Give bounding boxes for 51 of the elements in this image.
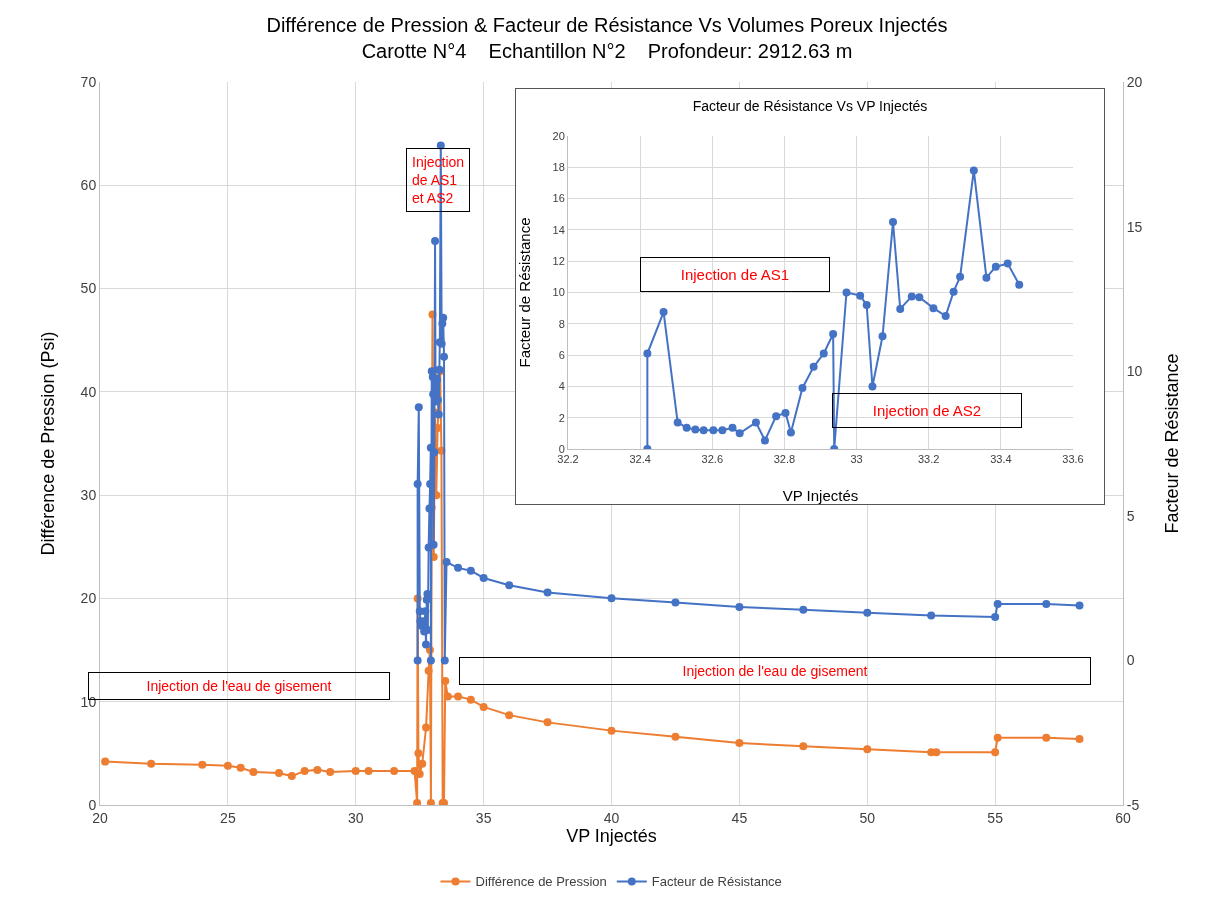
x-tick-label: 45 bbox=[731, 809, 748, 826]
y2-axis-title: Facteur de Résistance bbox=[1162, 353, 1182, 534]
legend-label: Facteur de Résistance bbox=[651, 874, 782, 890]
chart-title: Différence de Pression & Facteur de Résistance Vs Volumes Poreux Injectés bbox=[266, 13, 948, 36]
x-tick-label: 32.2 bbox=[557, 453, 579, 466]
y-tick-label: 6 bbox=[558, 348, 565, 361]
y-tick-label: 50 bbox=[80, 280, 97, 297]
x-tick-label: 30 bbox=[347, 809, 364, 826]
x-tick-label: 33.2 bbox=[918, 453, 940, 466]
y-tick-label: 30 bbox=[80, 487, 97, 504]
y2-tick-label: 5 bbox=[1126, 507, 1135, 524]
y2-tick-label: 15 bbox=[1126, 218, 1143, 235]
y-axis-title: Facteur de Résistance bbox=[516, 217, 533, 368]
y-tick-label: 60 bbox=[80, 177, 97, 194]
y-tick-label: 2 bbox=[558, 411, 565, 424]
x-tick-label: 33 bbox=[850, 453, 863, 466]
y-tick-label: 8 bbox=[558, 317, 565, 330]
y-tick-label: 20 bbox=[80, 590, 97, 607]
x-tick-label: 55 bbox=[987, 809, 1004, 826]
y-axis-title: Différence de Pression (Psi) bbox=[38, 331, 58, 556]
x-tick-label: 33.6 bbox=[1062, 453, 1084, 466]
y-tick-label: 40 bbox=[80, 383, 97, 400]
x-axis-title: VP Injectés bbox=[782, 487, 859, 504]
y-tick-label: 70 bbox=[80, 73, 97, 90]
y2-tick-label: 10 bbox=[1126, 363, 1143, 380]
y-tick-label: 4 bbox=[558, 380, 565, 393]
x-axis-title: VP Injectés bbox=[566, 825, 657, 846]
x-tick-label: 33.4 bbox=[990, 453, 1012, 466]
x-tick-label: 32.8 bbox=[773, 453, 796, 466]
y2-tick-label: 0 bbox=[1126, 652, 1135, 669]
legend-label: Différence de Pression bbox=[475, 874, 607, 890]
annotation: Injection de l'eau de gisement bbox=[146, 678, 332, 694]
annotation: Injection de AS2 bbox=[872, 402, 982, 419]
x-tick-label: 35 bbox=[475, 809, 492, 826]
y-tick-label: 18 bbox=[552, 161, 565, 174]
y-tick-label: 14 bbox=[552, 223, 565, 236]
y-tick-label: 12 bbox=[552, 255, 565, 268]
annotation: Injection de AS1 bbox=[680, 266, 790, 283]
x-tick-label: 32.4 bbox=[629, 453, 651, 466]
x-tick-label: 40 bbox=[603, 809, 620, 826]
annotation: Injection de l'eau de gisement bbox=[682, 663, 868, 679]
y-tick-label: 16 bbox=[552, 192, 565, 205]
chart-subtitle: Carotte N°4 Echantillon N°2 Profondeur: 2912.63 m bbox=[361, 39, 853, 62]
x-tick-label: 50 bbox=[859, 809, 876, 826]
y-tick-label: 10 bbox=[552, 286, 565, 299]
chart-title: Facteur de Résistance Vs VP Injectés bbox=[692, 98, 928, 115]
x-tick-label: 25 bbox=[220, 809, 236, 826]
y2-tick-label: 20 bbox=[1126, 73, 1143, 90]
y-tick-label: 0 bbox=[558, 442, 565, 455]
y-tick-label: 20 bbox=[552, 129, 565, 142]
x-tick-label: 32.6 bbox=[701, 453, 723, 466]
